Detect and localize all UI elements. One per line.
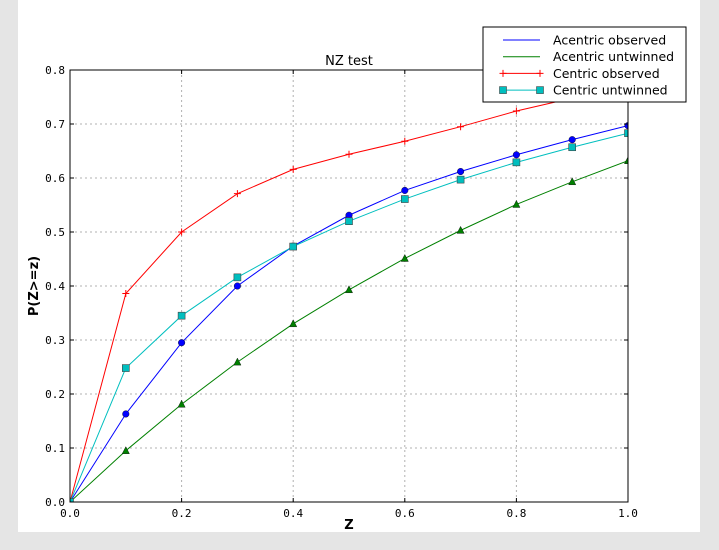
legend-marker [499, 86, 507, 94]
y-tick-label: 0.0 [45, 496, 65, 509]
chart-title: NZ test [325, 54, 373, 69]
data-point [400, 195, 409, 203]
data-point [568, 177, 577, 185]
data-point [177, 399, 186, 408]
legend-marker [499, 69, 507, 77]
data-point [233, 273, 242, 282]
data-point [457, 168, 465, 176]
data-point [457, 123, 465, 131]
data-point [177, 311, 186, 320]
data-point [345, 285, 353, 293]
y-axis-label: P(Z>=z) [27, 256, 42, 316]
data-point [178, 339, 186, 347]
data-point [401, 137, 409, 145]
data-point [233, 190, 241, 198]
y-tick-label: 0.6 [45, 172, 65, 185]
data-point [568, 143, 577, 152]
y-tick-label: 0.5 [45, 226, 65, 239]
data-point [289, 242, 298, 251]
data-point [345, 150, 353, 158]
legend-marker [536, 86, 544, 94]
data-point [122, 364, 130, 372]
data-point [70, 498, 74, 502]
x-tick-label: 1.0 [618, 507, 638, 520]
y-tick-label: 0.4 [45, 280, 65, 293]
y-tick-label: 0.3 [45, 334, 65, 347]
data-point [624, 156, 628, 164]
y-tick-label: 0.2 [45, 388, 65, 401]
legend-label: Acentric untwinned [553, 49, 674, 64]
data-point [512, 200, 521, 208]
data-point [512, 158, 521, 167]
data-point [400, 254, 409, 262]
y-tick-label: 0.1 [45, 442, 65, 455]
data-point [512, 151, 520, 159]
x-tick-label: 0.8 [506, 507, 526, 520]
data-point [233, 282, 241, 290]
data-point [122, 290, 130, 298]
legend-label: Acentric observed [553, 33, 666, 48]
series-centric-untwinned [70, 129, 628, 502]
legend-label: Centric untwinned [553, 83, 668, 98]
data-point [121, 446, 130, 454]
series-centric-observed [70, 82, 628, 502]
y-tick-label: 0.8 [45, 64, 65, 77]
x-tick-label: 0.2 [172, 507, 192, 520]
data-point [456, 225, 465, 234]
data-point [512, 107, 520, 115]
y-tick-label: 0.7 [45, 118, 65, 131]
data-point [289, 165, 297, 173]
data-point [289, 319, 298, 327]
data-point [178, 228, 186, 236]
data-point [345, 217, 353, 225]
series-acentric-untwinned [70, 156, 628, 502]
data-point [122, 410, 130, 418]
x-axis-label: Z [344, 518, 353, 533]
x-tick-label: 0.0 [60, 507, 80, 520]
data-point [233, 357, 242, 366]
legend-label: Centric observed [553, 66, 660, 81]
x-tick-label: 0.4 [283, 507, 303, 520]
data-point [568, 136, 576, 144]
data-point [401, 186, 409, 194]
x-tick-label: 0.6 [395, 507, 415, 520]
data-point [456, 175, 465, 184]
legend-marker [536, 69, 544, 77]
data-point [624, 129, 628, 137]
